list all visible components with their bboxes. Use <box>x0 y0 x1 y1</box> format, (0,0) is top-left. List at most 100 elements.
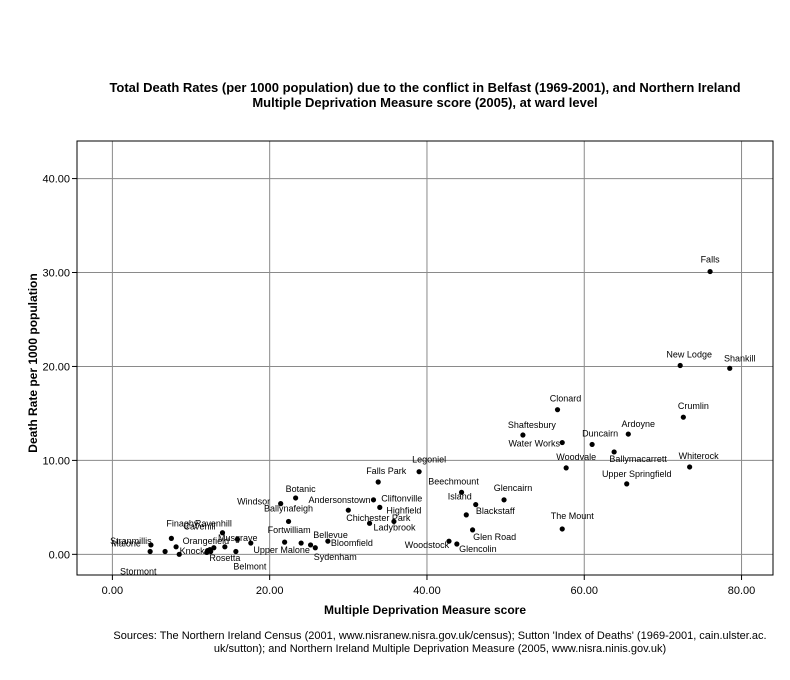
point-labels: Falls New Lodge Shankill Clonard Crumlin Shaf… <box>110 255 755 577</box>
point-label: Duncairn <box>582 428 618 438</box>
plot-area-frame <box>76 140 774 576</box>
chart-title-line-2: Multiple Deprivation Measure score (2005… <box>252 95 598 110</box>
axis-ticks: 0.00 20.00 40.00 60.00 80.00 0.00 10.00 20.00 30… <box>42 174 755 597</box>
point-label: Woodvale <box>556 452 596 462</box>
grid-lines <box>77 141 773 575</box>
data-point <box>285 518 292 525</box>
x-tick-label: 20.00 <box>256 585 284 597</box>
data-point <box>298 540 304 546</box>
point-label: Rosetta <box>209 553 240 563</box>
data-point <box>345 507 351 513</box>
x-tick-label: 60.00 <box>570 585 598 597</box>
point-label: The Mount <box>551 511 595 521</box>
data-point <box>377 504 383 510</box>
data-point <box>162 548 168 555</box>
point-label: Island <box>448 492 472 502</box>
point-label: Cliftonville <box>381 493 422 503</box>
x-tick-label: 0.00 <box>102 585 123 597</box>
chart-title-line-1: Total Death Rates (per 1000 population) … <box>109 80 741 95</box>
y-tick-label: 30.00 <box>42 268 70 280</box>
point-label: Clonard <box>550 394 582 404</box>
data-point <box>219 530 226 536</box>
point-label: Glencolin <box>459 544 497 554</box>
point-label: Shaftesbury <box>508 420 557 430</box>
source-note: Sources: The Northern Ireland Census (20… <box>60 630 790 656</box>
data-point <box>624 481 630 487</box>
point-label: Cavehill <box>183 522 215 532</box>
data-point <box>233 548 239 555</box>
data-point <box>375 479 381 485</box>
point-label: Ladybrook <box>374 522 417 532</box>
point-label: Highfield <box>386 505 421 515</box>
point-label: Falls <box>701 255 721 265</box>
data-point <box>463 512 469 518</box>
point-label: Belmont <box>233 562 267 572</box>
point-label: Water Works <box>508 439 560 449</box>
point-label: Malone <box>111 539 141 549</box>
y-tick-label: 10.00 <box>42 455 70 467</box>
point-label: Windsor <box>237 497 270 507</box>
x-tick-label: 80.00 <box>728 585 756 597</box>
data-point <box>563 465 569 471</box>
data-point <box>211 545 217 551</box>
data-point <box>248 540 254 546</box>
data-point <box>416 469 422 475</box>
data-point <box>454 541 460 547</box>
y-tick-label: 20.00 <box>42 361 70 373</box>
data-point <box>204 549 210 556</box>
data-point <box>312 545 318 551</box>
point-label: Blackstaff <box>476 506 515 516</box>
point-label: Legoniel <box>412 455 446 465</box>
data-point <box>234 536 241 542</box>
point-label: Glen Road <box>473 532 516 542</box>
data-point <box>707 268 713 275</box>
data-point <box>559 526 565 532</box>
point-label: Finaghy <box>166 518 199 528</box>
point-label: Woodstock <box>405 540 450 550</box>
point-label: Botanic <box>286 484 317 494</box>
point-label: Ballymacarrett <box>609 454 667 464</box>
data-point <box>173 544 179 550</box>
data-point <box>168 535 174 541</box>
data-point <box>176 551 182 557</box>
point-label: Ballynafeigh <box>264 503 313 513</box>
data-point <box>370 497 377 503</box>
point-label: Sydenham <box>314 552 357 562</box>
point-label: Chichester Park <box>346 513 411 523</box>
point-label: Musgrave <box>218 533 258 543</box>
y-tick-label: 40.00 <box>42 174 70 186</box>
point-label: Bloomfield <box>331 538 373 548</box>
data-point <box>680 414 686 420</box>
data-point <box>554 407 561 413</box>
data-point <box>727 365 733 371</box>
data-point <box>589 441 595 448</box>
point-label: Bellevue <box>313 530 348 540</box>
y-tick-label: 0.00 <box>49 549 70 561</box>
data-point <box>458 489 465 495</box>
data-point <box>687 464 693 470</box>
data-point <box>520 432 526 438</box>
data-point <box>391 518 397 525</box>
point-label: Knock <box>180 546 206 556</box>
x-tick-label: 40.00 <box>413 585 441 597</box>
point-label: Crumlin <box>678 401 709 411</box>
point-label: Orangefield <box>183 536 230 546</box>
point-label: Stranmillis <box>110 536 152 546</box>
point-label: New Lodge <box>666 350 712 360</box>
data-point <box>677 362 683 369</box>
point-label: Upper Malone <box>253 545 310 555</box>
data-point <box>473 501 479 508</box>
data-point <box>501 497 507 503</box>
point-label: Beechmount <box>428 476 479 486</box>
data-point <box>307 542 314 548</box>
point-label: Whiterock <box>679 451 720 461</box>
point-label: Ardoyne <box>622 419 656 429</box>
x-axis-title: Multiple Deprivation Measure score <box>324 603 526 617</box>
data-point <box>559 439 565 446</box>
data-point <box>469 527 476 533</box>
data-point <box>278 501 284 507</box>
point-label: Shankill <box>724 353 756 363</box>
point-label: Ravenhill <box>195 518 232 528</box>
chart-title: Total Death Rates (per 1000 population) … <box>60 80 790 110</box>
